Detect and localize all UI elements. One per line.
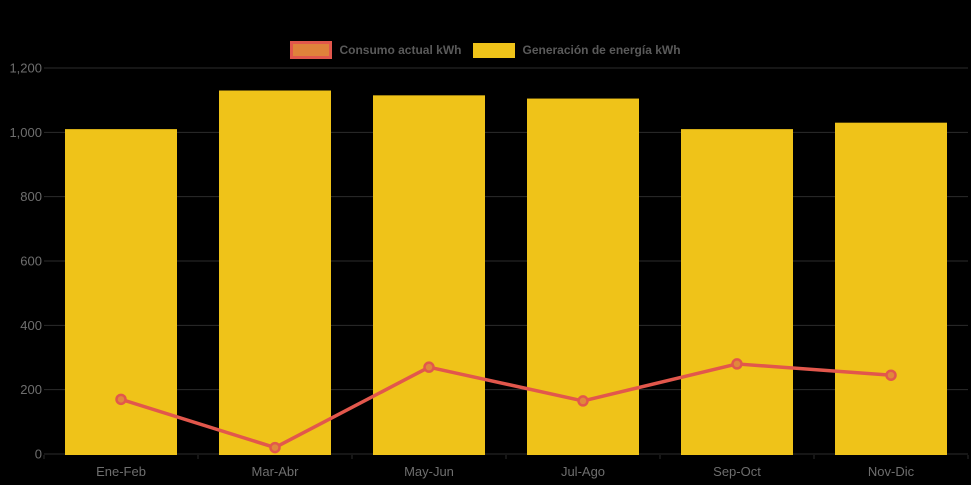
y-axis-tick-label: 400 [20, 318, 42, 333]
y-axis-tick-label: 0 [35, 447, 42, 462]
line-point-Sep-Oct[interactable] [731, 358, 743, 370]
bar-May-Jun[interactable] [373, 95, 485, 455]
y-axis-tick-label: 800 [20, 189, 42, 204]
legend-label-consumo: Consumo actual kWh [339, 43, 462, 57]
bar-Ene-Feb[interactable] [65, 129, 177, 455]
bar-Mar-Abr[interactable] [219, 90, 331, 456]
legend-swatch-consumo-icon [290, 41, 333, 59]
y-axis-tick-label: 1,200 [9, 61, 42, 76]
bar-Sep-Oct[interactable] [681, 129, 793, 455]
line-point-Ene-Feb[interactable] [115, 393, 127, 406]
consumo-line [119, 362, 893, 450]
x-axis-label-May-Jun: May-Jun [404, 464, 454, 479]
line-point-Jul-Ago[interactable] [577, 395, 589, 407]
chart-legend: Consumo actual kWh Generación de energía… [0, 41, 971, 59]
y-axis-tick-label: 200 [20, 382, 42, 397]
x-axis-label-Jul-Ago: Jul-Ago [561, 464, 605, 479]
x-axis-label-Mar-Abr: Mar-Abr [252, 464, 300, 479]
y-axis-tick-label: 600 [20, 254, 42, 269]
bar-Nov-Dic[interactable] [835, 122, 947, 455]
legend-label-generacion: Generación de energía kWh [522, 43, 681, 57]
line-point-May-Jun[interactable] [423, 361, 435, 373]
x-axis-label-Sep-Oct: Sep-Oct [713, 464, 761, 479]
x-axis-label-Nov-Dic: Nov-Dic [868, 464, 915, 479]
line-point-Nov-Dic[interactable] [885, 369, 897, 381]
legend-swatch-generacion-icon [473, 42, 516, 58]
y-axis-tick-label: 1,000 [9, 125, 42, 140]
legend-item-generacion[interactable]: Generación de energía kWh [473, 42, 681, 58]
x-axis-label-Ene-Feb: Ene-Feb [96, 464, 146, 479]
line-point-Mar-Abr[interactable] [269, 441, 281, 454]
legend-item-consumo[interactable]: Consumo actual kWh [290, 41, 461, 59]
